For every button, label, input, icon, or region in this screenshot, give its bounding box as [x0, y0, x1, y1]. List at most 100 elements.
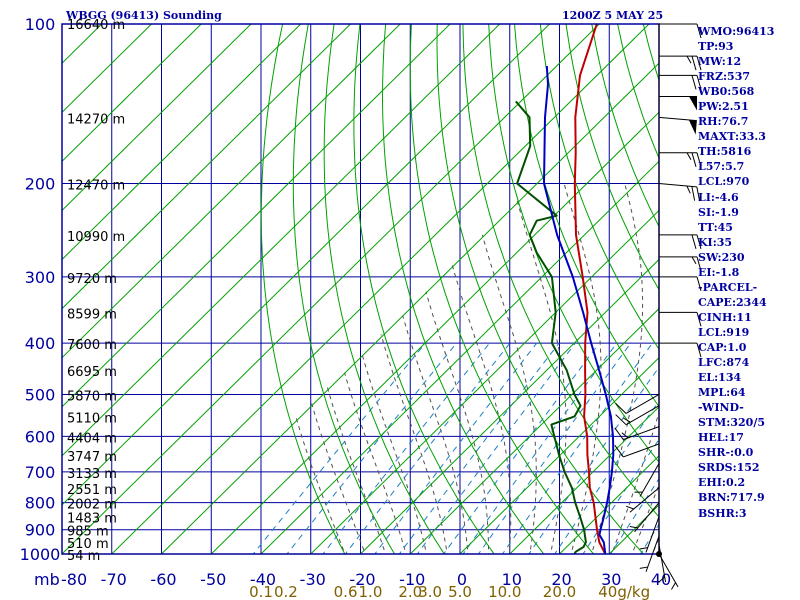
index-item: FRZ:537	[698, 70, 751, 84]
barb-feather	[614, 444, 624, 458]
index-item: BRN:717.9	[698, 491, 765, 505]
moist-adiabat-line	[402, 315, 469, 554]
barb-shaft	[625, 394, 660, 414]
dry-adiabat-line	[539, 24, 659, 350]
temperature-tick-label: -70	[101, 570, 127, 589]
parcel-profile-line	[543, 65, 615, 554]
mixing-ratio-line	[398, 342, 560, 554]
isotherm-line	[558, 455, 659, 554]
barb-shaft	[625, 405, 660, 426]
temperature-tick-label: 0	[457, 570, 467, 589]
barb-feather	[658, 576, 666, 583]
height-label: 1483 m	[67, 512, 117, 527]
index-item: EL:134	[698, 371, 742, 385]
isotherm-line	[62, 24, 600, 554]
pressure-tick-label: 700	[25, 463, 56, 482]
isotherm-line	[62, 24, 252, 212]
index-item: MAXT:33.3	[698, 130, 766, 144]
mixing-ratio-label: 20.0	[543, 583, 576, 600]
temperature-tick-label: 10	[502, 570, 522, 589]
moist-adiabat-line	[611, 410, 659, 554]
dry-adiabat-line	[292, 24, 396, 554]
wind-barb	[658, 116, 697, 135]
mixing-ratio-label: 2.0	[398, 583, 422, 600]
dry-adiabat-line	[381, 24, 545, 554]
index-item: CAPE:2344	[698, 295, 767, 309]
barb-feather	[691, 234, 697, 250]
profile-lines	[515, 24, 615, 554]
wind-barb	[658, 544, 667, 583]
indices-panel: WMO:96413 TP:93 MW:12 FRZ:537 WB0:568 PW:2.51…	[698, 24, 774, 521]
mixing-ratio-line	[462, 342, 618, 554]
wind-barb	[658, 553, 679, 590]
wind-barb	[659, 74, 702, 90]
index-item: MW:12	[698, 55, 742, 69]
height-label: 2002 m	[67, 498, 117, 513]
barb-feather	[696, 312, 702, 327]
index-item: SW:230	[698, 250, 745, 264]
dry-adiabat-line	[409, 24, 595, 554]
index-item: TH:5816	[698, 145, 752, 159]
barb-feather	[691, 152, 697, 167]
mixing-ratio-line	[477, 342, 632, 554]
index-item: WMO:96413	[698, 25, 775, 38]
index-item: CINH:11	[698, 310, 752, 324]
index-item: CAP:1.0	[698, 340, 747, 354]
index-item: WB0:568	[698, 85, 755, 99]
barb-feather	[696, 342, 702, 358]
wind-barb	[659, 234, 702, 250]
barb-feather	[696, 75, 702, 90]
index-item: EHI:0.2	[698, 476, 746, 490]
wind-barb	[658, 183, 701, 202]
barb-shaft	[623, 443, 660, 458]
mixing-ratio-label: 0.6	[334, 583, 358, 600]
temperature-tick-label: -20	[349, 570, 375, 589]
isotherm-line	[260, 160, 659, 554]
barb-feather	[615, 402, 627, 414]
mixing-ratio-line	[374, 342, 538, 554]
wind-barb	[659, 342, 702, 358]
barb-feather	[696, 234, 702, 250]
mixing-ratio-line	[528, 366, 659, 554]
isotherm-line	[62, 24, 501, 457]
wind-barb	[659, 276, 702, 292]
height-label: 54 m	[67, 549, 100, 564]
dry-adiabat-line	[436, 24, 644, 554]
pressure-tick-label: 900	[25, 521, 56, 540]
isotherm-line	[62, 24, 451, 408]
mixing-ratio-label: 3.0	[418, 583, 442, 600]
mixing-ratio-label: 1.0	[359, 583, 383, 600]
isotherm-line	[210, 111, 659, 554]
index-item: MPL:64	[698, 386, 746, 400]
wind-barb	[629, 502, 660, 533]
mixing-ratio-label: 10.0	[488, 583, 521, 600]
index-item: LI:-4.6	[698, 190, 739, 204]
mixing-ratio-line	[416, 342, 576, 554]
dewpoint-profile-line	[515, 100, 587, 554]
barb-feather	[696, 186, 701, 202]
surface-wind-marker	[656, 551, 662, 557]
index-item: -WIND-	[698, 401, 744, 415]
index-item: RH:76.7	[698, 115, 749, 129]
dry-adiabats	[260, 24, 659, 554]
dry-adiabat-line	[323, 24, 445, 554]
pressure-tick-label: 800	[25, 494, 56, 513]
moist-adiabat-line	[380, 334, 448, 554]
barb-feather	[696, 56, 702, 71]
wind-barb	[639, 535, 660, 572]
index-item: TP:93	[698, 40, 734, 54]
isotherms	[62, 24, 659, 554]
height-label: 5870 m	[67, 389, 117, 404]
barb-feather	[639, 547, 648, 550]
mixing-ratio-label: 40g/kg	[598, 583, 650, 600]
isotherm-line	[62, 24, 302, 261]
index-item: BSHR:3	[698, 506, 747, 520]
index-item: LFC:874	[698, 356, 750, 370]
barb-shaft	[658, 544, 667, 583]
barb-shaft	[629, 487, 660, 513]
moist-adiabat-line	[631, 483, 659, 554]
mixing-ratio-line	[609, 477, 659, 554]
barb-feather	[696, 256, 702, 271]
index-item: SRDS:152	[698, 461, 760, 475]
